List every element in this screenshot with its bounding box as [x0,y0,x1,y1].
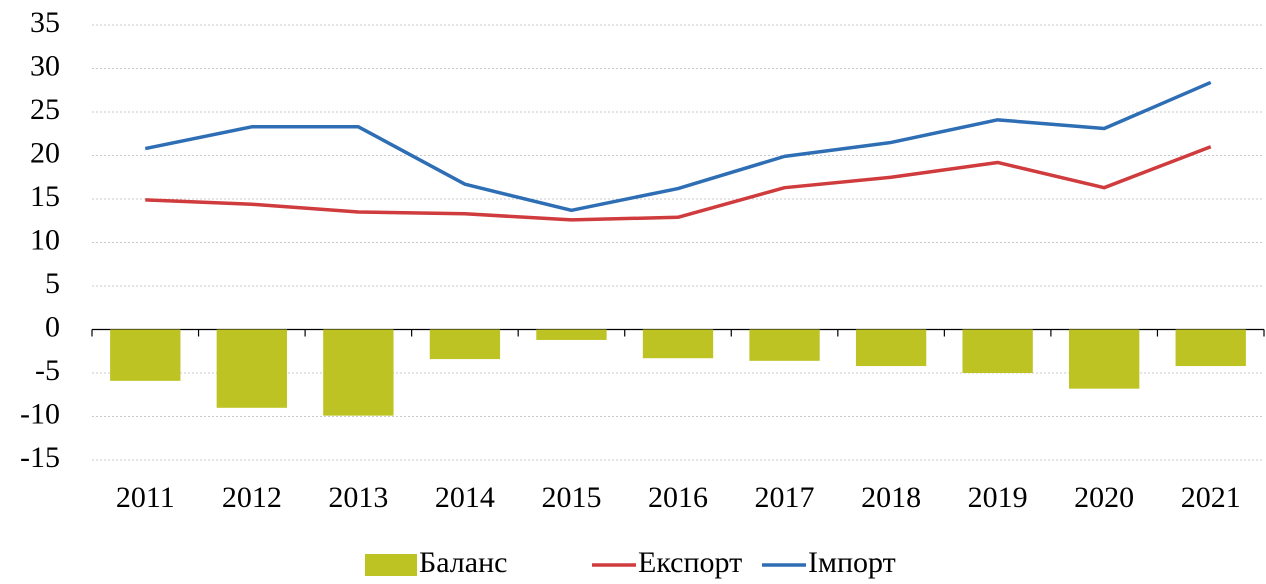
x-tick-label: 2020 [1074,481,1134,514]
bar [749,329,820,361]
x-tick-label: 2011 [116,481,175,514]
bar [855,329,927,367]
x-tick-label: 2018 [861,481,921,514]
x-tick-label: 2016 [648,481,708,514]
bar [216,329,287,408]
x-tick-label: 2013 [328,481,388,514]
y-tick-label: -15 [20,441,60,474]
legend-swatch [365,554,417,576]
y-tick-label: 35 [30,6,60,39]
y-tick-label: 25 [30,93,60,126]
bar [1069,329,1140,389]
bar [1175,329,1246,367]
legend-label: Експорт [638,546,742,579]
y-tick-label: 30 [30,49,60,82]
bar [323,329,394,416]
y-tick-label: 0 [45,310,60,343]
y-tick-label: 10 [30,223,60,256]
legend-label: Імпорт [808,546,896,579]
y-tick-label: -5 [35,354,60,387]
y-tick-label: 20 [30,136,60,169]
bar [110,329,181,381]
x-tick-label: 2012 [222,481,282,514]
y-tick-label: 5 [45,267,60,300]
x-tick-label: 2019 [968,481,1028,514]
bar [962,329,1033,373]
bar [536,329,607,340]
legend-label: Баланс [419,546,507,579]
x-tick-label: 2014 [435,481,495,514]
x-tick-label: 2015 [541,481,601,514]
bar [429,329,501,360]
bar [642,329,714,359]
y-tick-label: -10 [20,397,60,430]
line [144,80,1212,213]
x-tick-label: 2017 [755,481,815,514]
x-tick-label: 2021 [1181,481,1241,514]
line [145,145,1212,222]
y-tick-label: 15 [30,180,60,213]
